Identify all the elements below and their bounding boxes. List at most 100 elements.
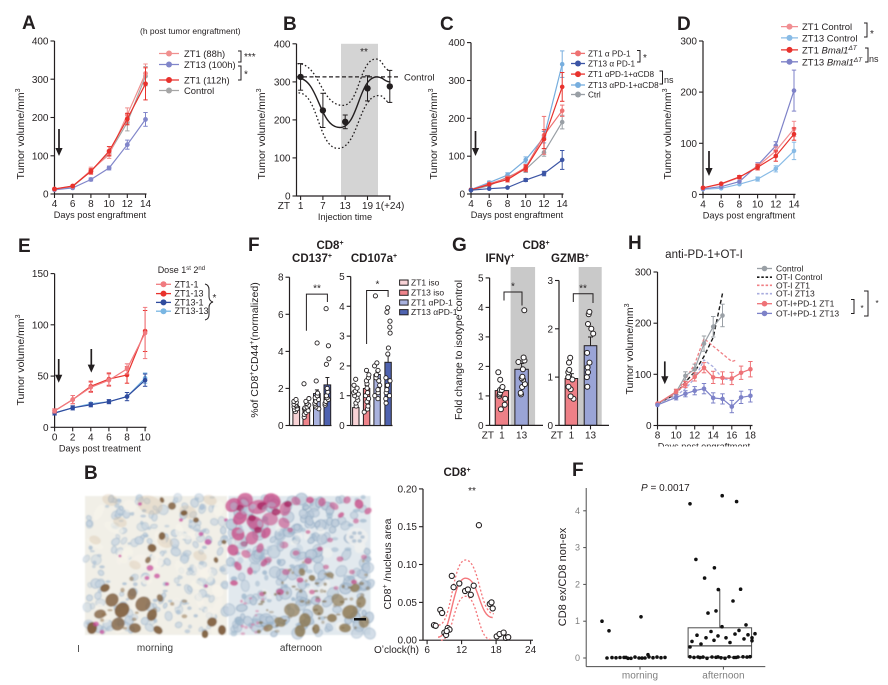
svg-text:100: 100 — [274, 153, 291, 164]
svg-text:8: 8 — [505, 199, 511, 210]
svg-text:300: 300 — [274, 77, 291, 88]
svg-text:13: 13 — [340, 201, 352, 212]
svg-text:200: 200 — [448, 114, 465, 125]
svg-text:Ctrl: Ctrl — [588, 91, 601, 100]
svg-text:G: G — [452, 235, 467, 256]
svg-text:14: 14 — [557, 199, 569, 210]
svg-text:0: 0 — [43, 190, 49, 201]
svg-text:ZT1 α PD-1: ZT1 α PD-1 — [588, 49, 631, 58]
svg-text:*: * — [861, 304, 864, 313]
svg-text:ZT13 (100h): ZT13 (100h) — [184, 59, 236, 70]
svg-text:10: 10 — [671, 431, 683, 442]
svg-text:2: 2 — [278, 384, 284, 395]
svg-text:Tumor volume/mm3: Tumor volume/mm3 — [428, 88, 440, 179]
svg-text:8: 8 — [124, 432, 130, 443]
svg-text:4: 4 — [575, 506, 580, 516]
svg-text:300: 300 — [680, 37, 697, 48]
svg-text:Dose 1st 2nd: Dose 1st 2nd — [158, 265, 205, 275]
svg-text:ZT13-1: ZT13-1 — [175, 297, 204, 307]
svg-text:300: 300 — [448, 76, 465, 87]
svg-text:**: ** — [313, 284, 321, 295]
svg-text:0: 0 — [547, 421, 553, 432]
svg-text:ZT1-13: ZT1-13 — [175, 289, 204, 299]
svg-text:OT-I Control: OT-I Control — [776, 272, 822, 282]
svg-text:Tumor volume/mm3: Tumor volume/mm3 — [662, 88, 674, 179]
svg-text:8: 8 — [278, 273, 284, 284]
svg-text:200: 200 — [680, 88, 697, 99]
svg-text:18: 18 — [491, 645, 503, 656]
svg-text:B: B — [283, 14, 297, 35]
svg-text:GZMB+: GZMB+ — [551, 253, 589, 265]
svg-text:4: 4 — [88, 432, 94, 443]
svg-text:7: 7 — [320, 201, 326, 212]
svg-text:ZT13 αPD-1: ZT13 αPD-1 — [411, 307, 458, 317]
svg-text:OT-I ZT1: OT-I ZT1 — [776, 280, 810, 290]
svg-text:F: F — [248, 235, 260, 256]
svg-text:1: 1 — [547, 373, 553, 384]
svg-text:ZT1 Bmal1ΔT: ZT1 Bmal1ΔT — [802, 45, 858, 57]
svg-text:0: 0 — [339, 421, 345, 432]
svg-text:CD107a+: CD107a+ — [351, 253, 397, 265]
svg-text:4: 4 — [468, 199, 474, 210]
svg-text:ZT1 Control: ZT1 Control — [802, 22, 852, 33]
svg-text:13: 13 — [585, 430, 597, 441]
svg-text:0: 0 — [285, 192, 291, 203]
svg-text:200: 200 — [274, 115, 291, 126]
svg-text:Control: Control — [776, 264, 804, 274]
svg-text:4: 4 — [52, 199, 58, 210]
svg-text:OT-I+PD-1 ZT13: OT-I+PD-1 ZT13 — [776, 308, 839, 318]
svg-text:*: * — [244, 70, 248, 81]
svg-text:100: 100 — [32, 151, 49, 162]
svg-text:5: 5 — [478, 273, 484, 284]
svg-text:1: 1 — [575, 616, 580, 626]
svg-text:0: 0 — [43, 423, 49, 434]
svg-text:8: 8 — [88, 199, 94, 210]
svg-text:P = 0.0017: P = 0.0017 — [641, 483, 690, 494]
svg-text:0.10: 0.10 — [398, 560, 418, 571]
svg-text:200: 200 — [32, 113, 49, 124]
svg-text:1: 1 — [298, 201, 304, 212]
svg-text:12: 12 — [122, 199, 134, 210]
svg-text:6: 6 — [278, 310, 284, 321]
svg-text:100: 100 — [635, 370, 652, 381]
svg-text:D: D — [677, 14, 691, 35]
svg-text:12: 12 — [538, 199, 550, 210]
svg-text:ZT13 iso: ZT13 iso — [411, 288, 444, 298]
svg-text:3: 3 — [478, 332, 484, 343]
svg-text:*: * — [213, 293, 217, 304]
svg-text:ZT1 (112h): ZT1 (112h) — [184, 75, 230, 86]
svg-text:14: 14 — [788, 199, 800, 210]
svg-text:12: 12 — [689, 431, 701, 442]
svg-text:0.05: 0.05 — [398, 598, 418, 609]
svg-text:C: C — [440, 14, 454, 35]
svg-text:150: 150 — [32, 269, 49, 280]
svg-text:Days post engraftment: Days post engraftment — [703, 210, 796, 220]
svg-text:Tumor volume/mm3: Tumor volume/mm3 — [15, 314, 27, 405]
svg-text:*: * — [870, 29, 874, 40]
svg-text:12: 12 — [770, 199, 782, 210]
svg-text:Injection time: Injection time — [318, 212, 372, 222]
svg-text:50: 50 — [37, 372, 49, 383]
svg-text:Oʼclock(h): Oʼclock(h) — [374, 645, 419, 656]
svg-text:morning: morning — [622, 671, 658, 682]
svg-text:morning: morning — [137, 643, 173, 654]
svg-text:0.15: 0.15 — [398, 522, 418, 533]
svg-text:ZT13 αPD-1+αCD8: ZT13 αPD-1+αCD8 — [588, 81, 659, 90]
svg-text:16: 16 — [726, 431, 738, 442]
svg-text:OT-I+PD-1 ZT1: OT-I+PD-1 ZT1 — [776, 299, 835, 309]
svg-text:0.20: 0.20 — [398, 484, 418, 495]
svg-text:ns: ns — [869, 54, 879, 64]
svg-text:10: 10 — [520, 199, 532, 210]
svg-text:6: 6 — [424, 645, 430, 656]
svg-text:2: 2 — [478, 362, 484, 373]
svg-text:**: ** — [468, 486, 476, 497]
svg-text:ZT1-1: ZT1-1 — [175, 279, 199, 289]
svg-text:F: F — [572, 460, 584, 481]
svg-text:2: 2 — [547, 324, 553, 335]
svg-text:400: 400 — [274, 39, 291, 50]
svg-text:5: 5 — [339, 272, 345, 283]
svg-text:**: ** — [579, 284, 587, 295]
svg-text:ZT1 iso: ZT1 iso — [411, 278, 440, 288]
svg-text:4: 4 — [478, 303, 484, 314]
svg-text:**: ** — [360, 47, 368, 58]
